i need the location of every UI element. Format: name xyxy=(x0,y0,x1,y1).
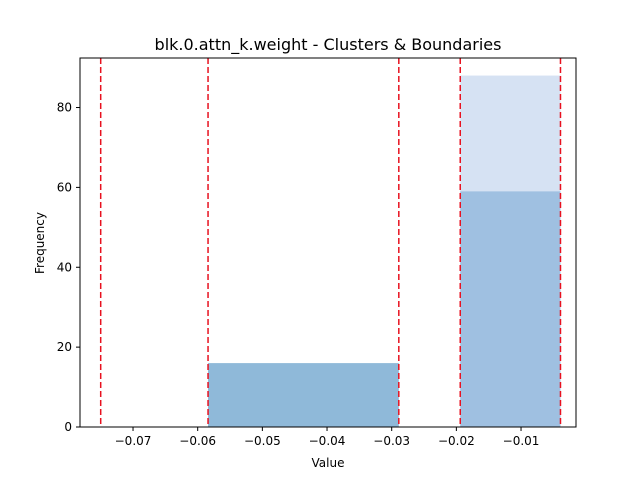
x-tick-label: −0.01 xyxy=(503,434,540,448)
y-tick-label: 0 xyxy=(64,420,72,434)
x-tick-label: −0.05 xyxy=(244,434,281,448)
x-tick-label: −0.03 xyxy=(373,434,410,448)
chart-title: blk.0.attn_k.weight - Clusters & Boundar… xyxy=(155,35,502,55)
x-tick-label: −0.06 xyxy=(179,434,216,448)
y-axis-label: Frequency xyxy=(33,212,47,274)
y-tick-label: 20 xyxy=(57,340,72,354)
x-tick-label: −0.04 xyxy=(309,434,346,448)
x-tick-label: −0.07 xyxy=(115,434,152,448)
plot-frame xyxy=(79,57,577,428)
y-tick-label: 40 xyxy=(57,260,72,274)
x-axis-label: Value xyxy=(312,456,345,470)
y-tick-label: 80 xyxy=(57,101,72,115)
x-tick-label: −0.02 xyxy=(438,434,475,448)
histogram-bar xyxy=(208,363,399,427)
histogram-bar xyxy=(460,191,561,427)
y-tick-label: 60 xyxy=(57,180,72,194)
